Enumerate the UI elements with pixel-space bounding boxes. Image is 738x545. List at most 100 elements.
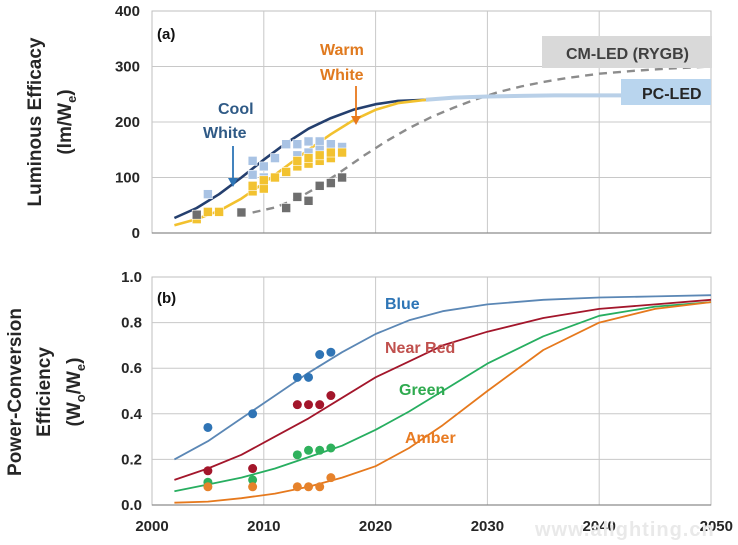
warm-white-label-line2: White	[320, 67, 364, 84]
panel-a-y-tick-label: 100	[115, 170, 140, 187]
panel-b-y-tick-label: 0.4	[121, 406, 143, 423]
cool-white-arrow-head	[228, 178, 238, 187]
panel-a-y-title-line2: (lm/We)	[55, 89, 79, 154]
point-warm	[270, 172, 280, 183]
point-red	[248, 464, 258, 474]
point-cool	[258, 161, 269, 172]
point-blue	[248, 409, 258, 419]
point-cool	[303, 136, 314, 147]
point-warm	[326, 147, 336, 158]
series-line-cool	[173, 98, 426, 220]
point-warm	[258, 183, 269, 194]
point-blue	[315, 350, 325, 360]
point-red	[304, 400, 314, 410]
point-amber	[304, 482, 314, 492]
point-green	[292, 450, 302, 460]
panel-a-y-title-line1: Luminous Efficacy	[25, 37, 46, 206]
panel-b-y-tick-label: 0.0	[121, 497, 142, 514]
cm-led-label: CM-LED (RYGB)	[566, 46, 689, 63]
panel-b-points	[203, 347, 336, 492]
panel-b-x-tick-label: 2040	[583, 518, 616, 535]
panel-b-x-tick-label: 2030	[471, 518, 504, 535]
series-line-green	[174, 301, 712, 493]
panel-a-y-tick-label: 400	[115, 3, 140, 20]
series-line-blue	[173, 294, 712, 461]
point-green	[304, 445, 314, 455]
cool-white-label-line2: White	[203, 125, 247, 142]
panel-b-y-tick-label: 0.2	[121, 451, 142, 468]
panel-b-y-title-sub1: o	[73, 394, 88, 402]
cool-white-annotation: Cool White	[203, 101, 254, 187]
point-cm	[314, 181, 325, 191]
panel-b-y-title-sub2: e	[73, 364, 88, 371]
panel-b: 0.00.20.40.60.81.0 2000 2010 2020 2030 2040 2…	[5, 269, 733, 535]
point-warm	[214, 207, 224, 217]
panel-a-y-tick-label: 300	[115, 59, 140, 76]
point-warm	[314, 150, 325, 161]
panel-a-y-title-close: )	[55, 89, 76, 95]
pc-led-box-bg	[621, 79, 711, 105]
point-warm	[281, 167, 291, 177]
point-blue	[304, 372, 314, 382]
series-label-blue: Blue	[385, 296, 420, 313]
point-red	[326, 391, 336, 401]
point-cm	[303, 196, 314, 206]
point-cm	[292, 192, 303, 202]
point-amber	[203, 482, 213, 492]
point-cm	[326, 178, 336, 188]
pc-led-label: PC-LED	[642, 86, 702, 103]
panel-a-y-title-sub: e	[64, 96, 79, 103]
point-cm	[191, 209, 202, 220]
panel-b-x-tick-label: 2020	[359, 518, 392, 535]
series-label-near-red: Near Red	[385, 340, 455, 357]
panel-b-y-title-line1: Power-Conversion	[5, 308, 26, 476]
point-cool	[247, 156, 258, 166]
panel-a-points	[191, 136, 347, 224]
panel-a-y-tick-label: 0	[132, 225, 140, 242]
warm-white-annotation: Warm White	[320, 42, 364, 125]
point-warm	[203, 207, 213, 217]
point-cool	[326, 139, 336, 149]
pc-led-box: PC-LED	[621, 79, 711, 105]
point-amber	[248, 482, 258, 492]
panel-b-x-tick-label: 2000	[135, 518, 168, 535]
point-red	[315, 400, 325, 410]
point-amber	[292, 482, 302, 492]
point-warm	[303, 153, 314, 163]
point-cool	[203, 189, 213, 199]
panel-b-y-ticks: 0.0 0.2 0.4 0.6 0.8 1.0	[121, 269, 143, 514]
cool-white-label-line1: Cool	[218, 101, 254, 118]
point-cm	[337, 172, 347, 183]
panel-b-y-tick-label: 0.6	[121, 360, 142, 377]
point-cm	[236, 207, 247, 218]
point-green	[326, 443, 336, 453]
panel-a-y-axis-title: Luminous Efficacy (lm/We)	[25, 37, 79, 206]
point-warm	[337, 147, 347, 158]
panel-b-y-title-line2: Efficiency	[34, 347, 55, 437]
point-warm	[247, 181, 258, 191]
panel-b-x-tick-label: 2050	[700, 518, 733, 535]
warm-white-label-line1: Warm	[320, 42, 364, 59]
panel-a-y-tick-label: 200	[115, 114, 140, 131]
series-label-amber: Amber	[405, 430, 456, 447]
point-blue	[326, 347, 336, 357]
panel-b-series	[173, 294, 712, 504]
panel-a-label: (a)	[157, 26, 175, 43]
point-cool	[314, 136, 325, 147]
point-amber	[326, 473, 336, 483]
point-cool	[281, 139, 291, 149]
point-cool	[270, 153, 280, 163]
point-cm	[281, 203, 291, 213]
cm-led-box: CM-LED (RYGB)	[542, 36, 712, 68]
cm-led-box-bg	[542, 36, 712, 68]
point-cool	[292, 139, 303, 149]
point-amber	[315, 482, 325, 492]
point-cool	[247, 169, 258, 180]
warm-white-arrow-head	[351, 116, 361, 125]
point-warm	[258, 175, 269, 186]
point-red	[292, 400, 302, 410]
point-warm	[292, 156, 303, 166]
point-green	[315, 445, 325, 455]
panel-b-y-tick-label: 0.8	[121, 315, 142, 332]
